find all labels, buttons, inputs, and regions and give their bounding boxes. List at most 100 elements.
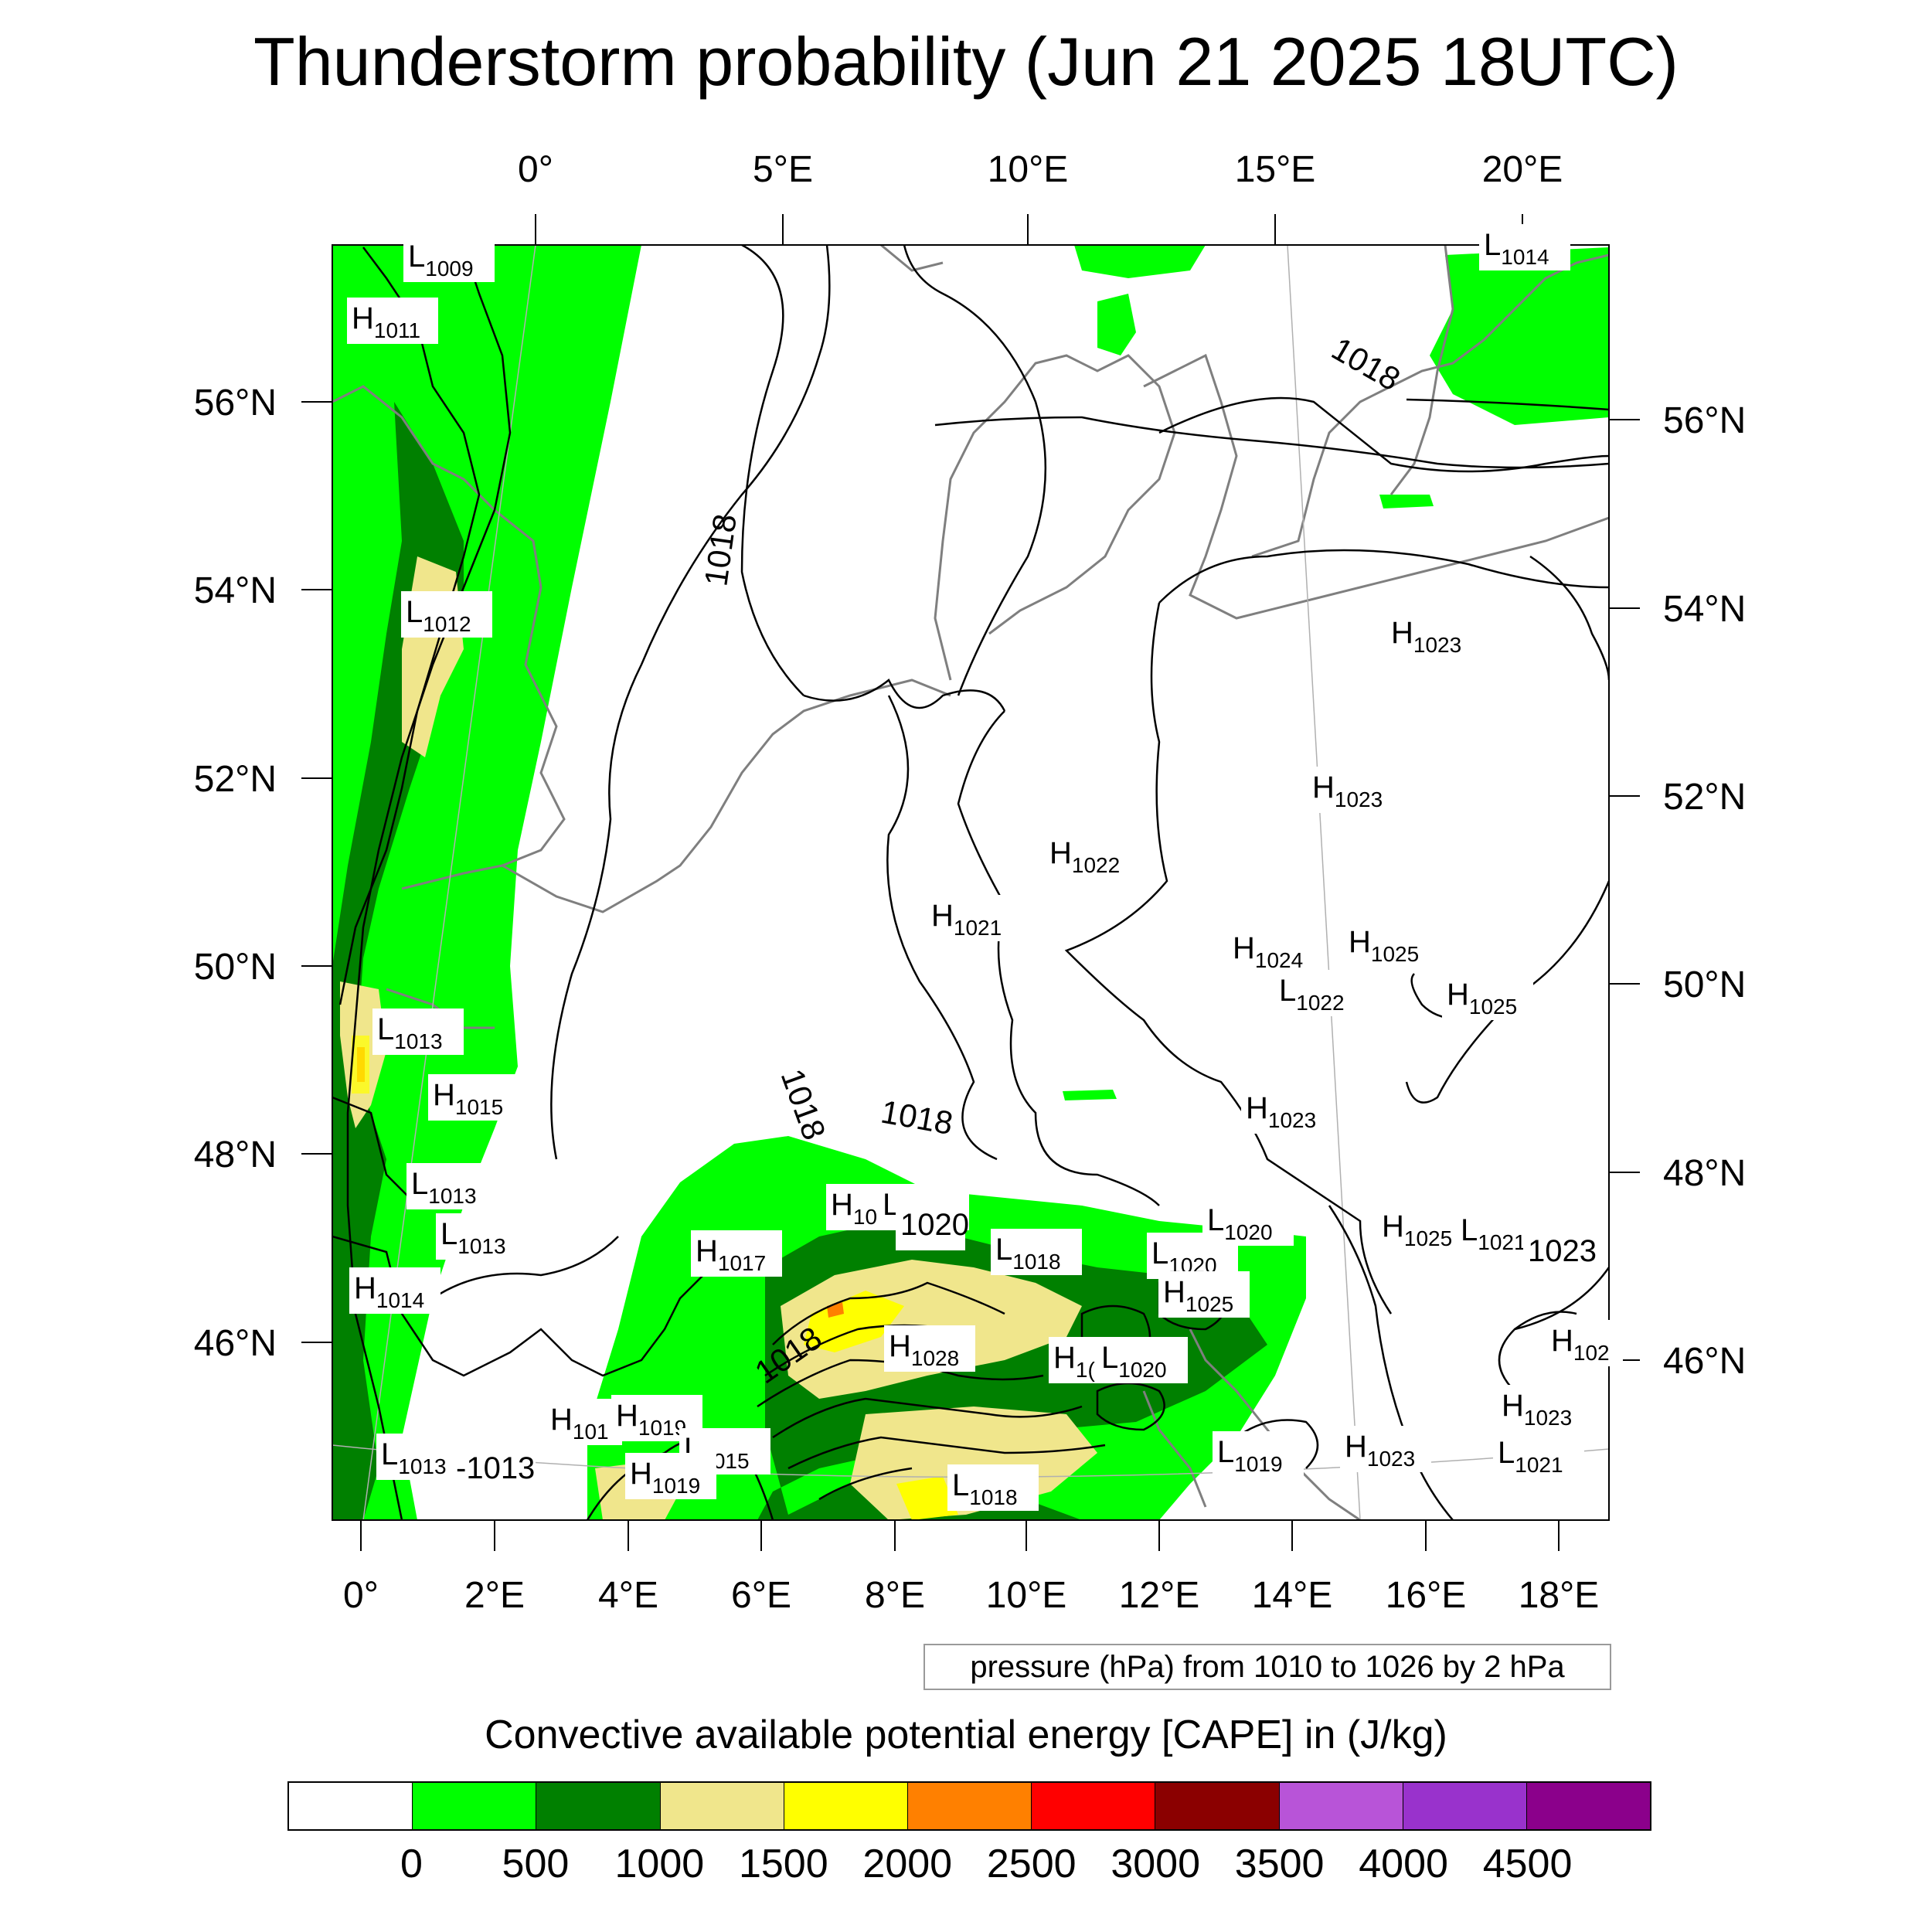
label-background [884, 1325, 975, 1372]
pressure-center-label: L1014 [1479, 224, 1570, 270]
label-background [1045, 832, 1136, 879]
colorbar [287, 1781, 1651, 1831]
pressure-center-value: 1019 [1234, 1452, 1282, 1476]
cape-area-south-2000 [804, 1291, 904, 1352]
pressure-center-text: L1021 [1498, 1436, 1563, 1477]
pressure-center-label: H1017 [691, 1230, 782, 1277]
pressure-center-label: L1018 [991, 1229, 1082, 1275]
pressure-center-type: L [1461, 1213, 1478, 1247]
pressure-center-label: H1023 [1340, 1426, 1431, 1472]
pressure-center-text: H1021 [931, 899, 1002, 940]
pressure-center-text: H10 [831, 1188, 877, 1229]
colorbar-label: 3500 [1234, 1842, 1325, 1886]
pressure-center-value: 1013 [428, 1184, 476, 1208]
pressure-center-text: H1023 [1502, 1389, 1572, 1430]
pressure-center-text: H1024 [1233, 931, 1303, 972]
tick-label: 18°E [1519, 1575, 1600, 1616]
pressure-center-type: H [1049, 836, 1072, 870]
pressure-center-label: H1022 [1045, 832, 1136, 879]
pressure-center-type: H [616, 1399, 638, 1433]
pressure-center-type: L [408, 240, 425, 274]
pressure-center-type: L [883, 1188, 900, 1222]
coastlines [332, 245, 1609, 1520]
colorbar-cell [784, 1783, 908, 1829]
pressure-center-value: 1022 [1072, 853, 1120, 877]
pressure-center-value: 1015 [455, 1095, 503, 1119]
tick-label: 46°N [1663, 1341, 1746, 1382]
label-background [1097, 1337, 1188, 1383]
pressure-center-type: H [1447, 978, 1469, 1012]
pressure-center-value: 1019 [638, 1416, 686, 1440]
colorbar-cell [536, 1783, 661, 1829]
pressure-center-type: H [1163, 1275, 1185, 1309]
pressure-center-type: H [354, 1271, 376, 1305]
pressure-center-value: 1012 [423, 612, 471, 636]
pressure-center-type: L [952, 1468, 969, 1502]
tick-label: 56°N [1663, 400, 1746, 441]
pressure-center-label: H1023 [1308, 767, 1399, 813]
pressure-center-text: H1019 [616, 1399, 686, 1440]
cape-area-south-2000b [896, 1476, 958, 1520]
pressure-center-text: H1023 [1391, 616, 1461, 657]
pressure-center-text: H1( [1053, 1341, 1095, 1382]
colorbar-label: 500 [502, 1842, 570, 1886]
pressure-center-text: L1013 [381, 1437, 447, 1478]
pressure-center-type: L [1151, 1236, 1168, 1270]
pressure-center-text: L1012 [406, 595, 471, 636]
pressure-center-text: H1028 [889, 1329, 959, 1370]
pressure-center-value: 1018 [969, 1485, 1017, 1509]
tick-label: 5°E [753, 149, 813, 190]
pressure-center-label: H1028 [884, 1325, 975, 1372]
colorbar-title: Convective available potential energy [C… [485, 1713, 1447, 1757]
map-title: Thunderstorm probability (Jun 21 2025 18… [253, 23, 1679, 100]
right-axis-labels: 56°N 54°N 52°N 50°N 48°N 46°N [1663, 400, 1746, 1382]
pressure-center-value: 1013 [457, 1234, 505, 1258]
pressure-center-text: L1013 [377, 1012, 443, 1053]
pressure-center-value: 1023 [1335, 787, 1383, 811]
pressure-center-label: L1013 [376, 1434, 468, 1480]
map-plot-area: 1018 1018 1018 1018 1018 [332, 245, 1609, 1520]
pressure-center-labels: L1009H1011L1012L1013H1015L1013L1013H1014… [347, 224, 1623, 1511]
pressure-center-label: H1014 [349, 1267, 440, 1314]
pressure-center-label: H1021 [927, 895, 1018, 941]
pressure-center-value: 1009 [425, 257, 473, 281]
label-background [1523, 1230, 1593, 1277]
pressure-center-type: H [1391, 616, 1413, 650]
label-background [406, 1163, 498, 1209]
tick-label: 0° [343, 1575, 379, 1616]
pressure-center-text: H1023 [1345, 1430, 1415, 1471]
pressure-center-value: 1019 [652, 1474, 700, 1498]
pressure-center-value: 1023 [1413, 633, 1461, 657]
pressure-center-value: 1022 [1296, 991, 1344, 1015]
pressure-center-value: 1023 [1524, 1406, 1572, 1430]
pressure-center-text: L1018 [952, 1468, 1018, 1509]
tick-label: 14°E [1252, 1575, 1333, 1616]
tick-label: 54°N [1663, 589, 1746, 630]
label-background [347, 298, 438, 344]
label-background [1202, 1199, 1294, 1246]
tick-label: 46°N [194, 1323, 277, 1364]
tick-label: 48°N [194, 1134, 277, 1175]
pressure-center-text: L1022 [1279, 974, 1345, 1015]
pressure-center-type: H [433, 1078, 455, 1112]
colorbar-cell [907, 1783, 1032, 1829]
cape-area-n-top [1074, 245, 1206, 278]
pressure-center-text: H101 [550, 1403, 609, 1444]
pressure-center-text: L1018 [995, 1233, 1061, 1274]
pressure-center-type: L [1484, 228, 1501, 262]
tick-label: 4°E [598, 1575, 658, 1616]
pressure-center-value: 1028 [911, 1346, 959, 1370]
pressure-center-label: L1018 [947, 1464, 1039, 1511]
label-background [1308, 767, 1399, 813]
pressure-center-label: H1019 [611, 1395, 702, 1441]
pressure-center-type: L [411, 1167, 428, 1201]
pressure-center-value: 101 [573, 1420, 609, 1444]
pressure-center-type: L [1101, 1341, 1118, 1375]
pressure-center-type: H [550, 1403, 573, 1437]
pressure-center-type: H [1053, 1341, 1076, 1375]
tick-label: 0° [518, 149, 553, 190]
label-background [1228, 927, 1319, 974]
pressure-center-label: L1012 [401, 591, 492, 638]
label-background [625, 1453, 716, 1499]
pressure-center-value: 1025 [1404, 1226, 1452, 1250]
